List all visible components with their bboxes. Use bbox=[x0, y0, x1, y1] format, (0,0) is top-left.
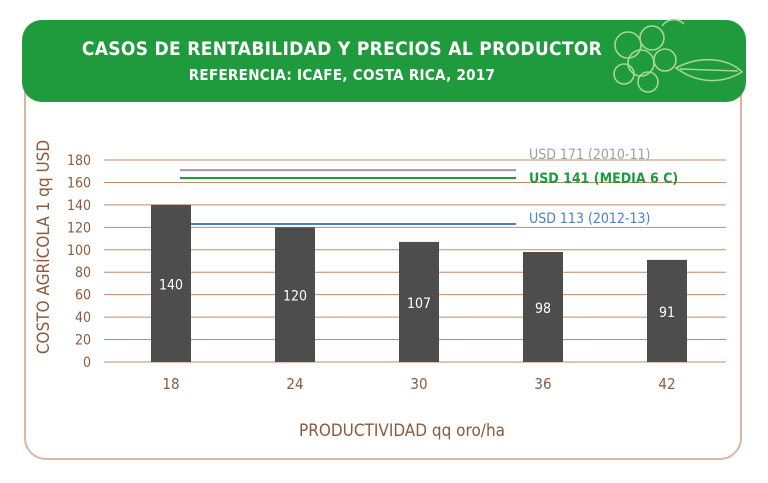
reference-line-label: USD 141 (MEDIA 6 C) bbox=[529, 171, 678, 187]
bar bbox=[399, 241, 439, 362]
chart-subtitle: REFERENCIA: ICAFE, COSTA RICA, 2017 bbox=[188, 66, 496, 84]
x-tick-label: 24 bbox=[286, 375, 303, 393]
y-tick-label: 40 bbox=[75, 310, 91, 326]
y-tick-label: 60 bbox=[75, 288, 91, 304]
reference-line-label: USD 171 (2010-11) bbox=[529, 147, 650, 163]
reference-lines bbox=[180, 169, 516, 225]
x-tick-label: 36 bbox=[534, 375, 551, 393]
bar bbox=[523, 252, 563, 362]
chart-title: CASOS DE RENTABILIDAD Y PRECIOS AL PRODU… bbox=[81, 38, 603, 60]
reference-line-label: USD 113 (2012-13) bbox=[529, 211, 650, 227]
x-tick-label: 30 bbox=[410, 375, 427, 393]
labels: 0 20 40 60 80 100 120 140 160 180 140 18 120 24 107 30 9… bbox=[67, 147, 678, 393]
bars bbox=[151, 204, 687, 362]
bar-value-label: 140 bbox=[159, 277, 183, 293]
y-tick-label: 20 bbox=[75, 333, 91, 349]
y-axis-label: COSTO AGRÍCOLA 1 qq USD bbox=[32, 140, 54, 354]
x-axis-label: PRODUCTIVIDAD qq oro/ha bbox=[299, 421, 505, 441]
y-tick-label: 120 bbox=[67, 220, 91, 236]
y-tick-label: 160 bbox=[67, 175, 91, 191]
bar-value-label: 98 bbox=[535, 301, 551, 317]
bar-value-label: 120 bbox=[283, 289, 307, 305]
y-tick-label: 80 bbox=[75, 265, 91, 281]
y-tick-label: 180 bbox=[67, 153, 91, 169]
bar-value-label: 107 bbox=[407, 296, 431, 312]
bar bbox=[647, 259, 687, 362]
y-tick-label: 0 bbox=[83, 355, 91, 371]
y-tick-label: 100 bbox=[67, 243, 91, 259]
y-tick-label: 140 bbox=[67, 198, 91, 214]
x-tick-label: 18 bbox=[162, 375, 179, 393]
coffee-cherries-icon bbox=[613, 18, 744, 93]
bar-value-label: 91 bbox=[659, 305, 675, 321]
bar bbox=[151, 204, 191, 362]
title-banner bbox=[22, 20, 746, 102]
x-tick-label: 42 bbox=[658, 375, 675, 393]
bar bbox=[275, 227, 315, 362]
